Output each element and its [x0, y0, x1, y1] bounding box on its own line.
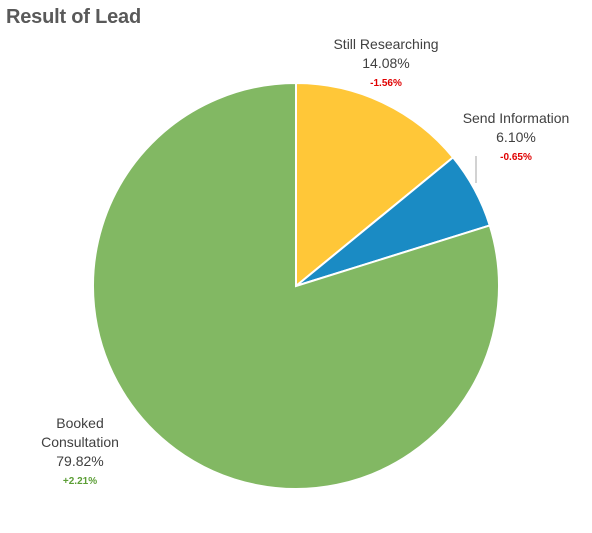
chart-title: Result of Lead — [6, 6, 141, 28]
slice-name-line: Consultation — [41, 434, 119, 450]
slice-label-booked-consultation: Booked Consultation 79.82% +2.21% — [41, 415, 119, 487]
slice-delta: -0.65% — [500, 152, 532, 163]
slice-label-still-researching: Still Researching 14.08% -1.56% — [333, 36, 438, 89]
slice-labels: Still Researching 14.08% -1.56% Send Inform… — [41, 36, 569, 487]
slice-name-line: Still Researching — [333, 36, 438, 52]
slice-percent: 6.10% — [496, 129, 536, 145]
slice-delta: +2.21% — [63, 476, 97, 487]
pie-slice-booked-consultation — [92, 81, 500, 490]
slice-name-line: Booked — [56, 415, 103, 431]
pie-slice-still-researching — [295, 81, 455, 289]
slice-percent: 14.08% — [362, 55, 409, 71]
slice-delta: -1.56% — [370, 78, 402, 89]
pie-slices — [92, 81, 500, 490]
slice-name-line: Send Information — [463, 110, 570, 126]
slice-percent: 79.82% — [56, 453, 103, 469]
slice-label-send-information: Send Information 6.10% -0.65% — [463, 110, 570, 163]
